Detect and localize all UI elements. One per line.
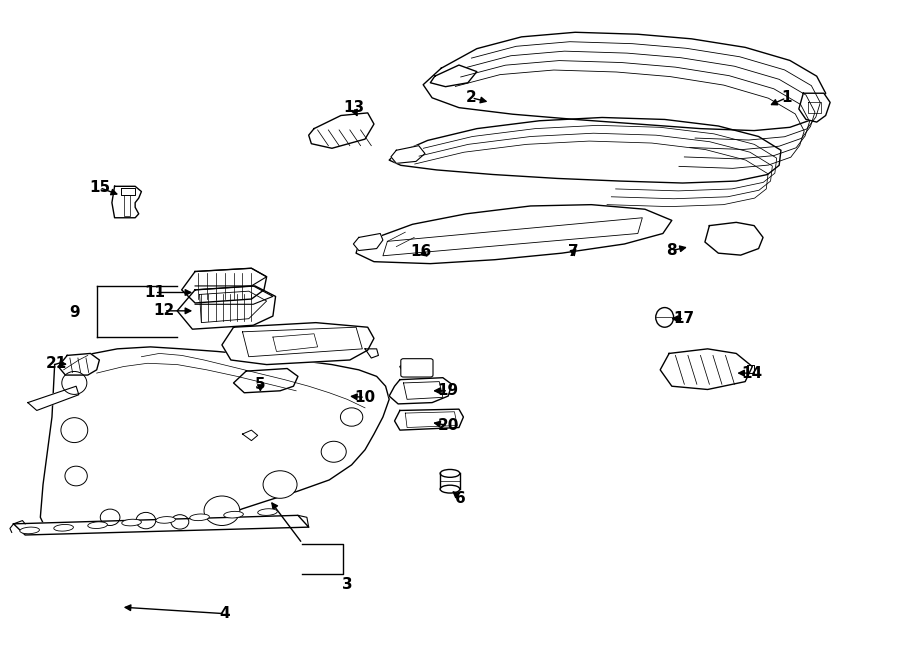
Ellipse shape [20,527,40,533]
Text: 18: 18 [405,360,427,375]
Polygon shape [58,354,99,375]
Text: 4: 4 [220,606,230,621]
FancyBboxPatch shape [400,359,433,377]
Text: 21: 21 [46,356,68,371]
Text: 17: 17 [674,311,695,326]
Text: 7: 7 [568,245,579,259]
Ellipse shape [100,509,120,525]
Text: 8: 8 [667,243,677,258]
Ellipse shape [65,466,87,486]
Polygon shape [430,65,477,87]
Ellipse shape [440,469,460,477]
Text: 13: 13 [343,100,364,115]
Polygon shape [799,93,830,122]
Ellipse shape [171,515,189,529]
Polygon shape [40,347,389,532]
Ellipse shape [62,371,87,395]
Ellipse shape [156,517,176,524]
Ellipse shape [54,524,74,531]
Ellipse shape [440,485,460,493]
Text: 14: 14 [742,366,763,381]
Polygon shape [394,409,464,430]
Text: 9: 9 [69,305,79,320]
Ellipse shape [263,471,297,498]
Polygon shape [391,145,425,163]
Text: 10: 10 [355,390,375,405]
Ellipse shape [190,514,210,521]
Polygon shape [400,360,430,375]
Polygon shape [389,377,452,404]
Ellipse shape [88,522,107,529]
Ellipse shape [204,496,239,525]
Ellipse shape [122,520,141,526]
Polygon shape [389,118,781,183]
Text: 19: 19 [437,383,459,399]
Polygon shape [28,386,79,410]
Polygon shape [705,222,763,255]
Ellipse shape [340,408,363,426]
Ellipse shape [257,509,277,516]
Ellipse shape [656,307,673,327]
Text: 11: 11 [144,285,166,300]
Ellipse shape [136,512,156,529]
Text: 12: 12 [153,303,175,319]
Text: 15: 15 [89,180,110,195]
Text: 2: 2 [466,91,477,105]
Polygon shape [177,286,275,329]
Text: 16: 16 [410,245,432,259]
Polygon shape [354,233,382,251]
Polygon shape [309,113,374,148]
Text: 6: 6 [455,491,466,506]
Ellipse shape [224,512,243,518]
Polygon shape [661,349,752,389]
Text: 5: 5 [255,377,266,392]
Text: 20: 20 [437,418,459,433]
Ellipse shape [61,418,87,443]
Polygon shape [222,323,374,365]
Polygon shape [182,268,266,303]
Polygon shape [112,186,141,217]
Polygon shape [14,516,309,535]
Polygon shape [356,205,671,264]
Ellipse shape [321,442,347,462]
Polygon shape [233,369,298,393]
Text: 3: 3 [342,577,353,592]
Text: 1: 1 [781,91,792,105]
Polygon shape [423,32,825,131]
